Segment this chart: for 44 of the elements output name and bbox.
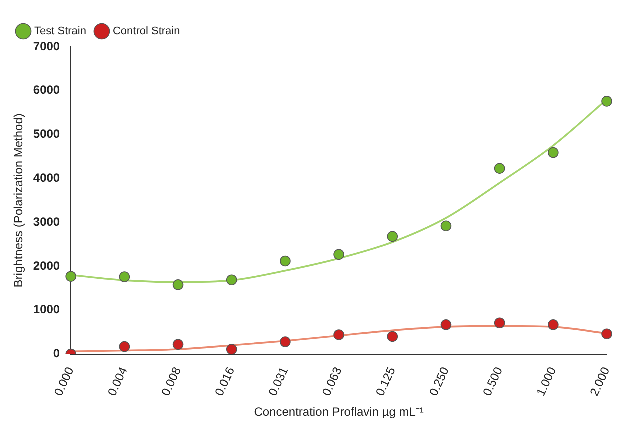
point [334,249,344,260]
point [602,96,612,107]
point [119,341,130,352]
point [226,274,238,286]
point [119,272,130,282]
x-tick-label: 0.008 [158,364,184,398]
point [172,280,184,290]
x-axis-title: Concentration Proflavin µg mL⁻¹ [254,405,424,420]
x-tick-label: 0.031 [266,364,292,398]
x-tick-label: 0.500 [480,364,506,398]
y-tick-label: 3000 [33,214,60,229]
x-tick-label: 0.125 [372,364,398,398]
legend-label: Control Strain [112,26,180,38]
y-tick-label: 5000 [33,127,60,142]
x-tick-label: 1.000 [534,364,560,398]
y-tick-label: 7000 [33,39,60,54]
point [548,147,559,158]
point [172,339,184,350]
point [226,344,238,354]
x-tick-label: 0.063 [319,364,345,398]
point [66,271,76,282]
point [494,163,506,174]
y-tick-label: 6000 [33,83,60,98]
x-tick-label: 0.000 [51,364,77,398]
y-tick-label: 4000 [33,171,60,186]
x-tick-label: 0.250 [426,364,452,398]
x-tick-label: 2.000 [587,364,613,398]
y-tick-label: 0 [53,346,60,361]
x-tick-label: 0.004 [105,364,131,398]
y-tick-label: 1000 [33,302,60,317]
point [602,328,612,340]
point [387,331,398,342]
point [280,256,291,267]
legend-label: Test Strain [34,26,86,38]
point [334,330,344,340]
x-tick-label: 0.016 [212,364,238,398]
point [548,319,559,330]
y-axis-title: Brightness (Polarization Method) [12,114,26,288]
point [387,231,398,242]
point [440,220,452,232]
y-tick-label: 2000 [33,258,60,273]
point [494,318,506,329]
point [280,336,291,348]
point [440,319,452,330]
